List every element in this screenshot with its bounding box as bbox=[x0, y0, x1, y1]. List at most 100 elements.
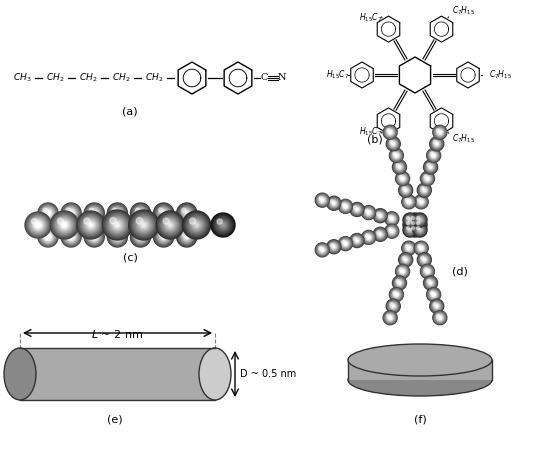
Circle shape bbox=[396, 164, 403, 171]
Circle shape bbox=[339, 237, 352, 251]
Circle shape bbox=[66, 232, 70, 236]
Circle shape bbox=[391, 150, 402, 161]
Circle shape bbox=[317, 195, 327, 206]
Circle shape bbox=[342, 240, 349, 247]
Circle shape bbox=[435, 127, 445, 137]
Circle shape bbox=[415, 215, 425, 225]
Text: $C_7H_{15}$: $C_7H_{15}$ bbox=[452, 5, 475, 17]
Circle shape bbox=[389, 140, 397, 148]
Circle shape bbox=[57, 218, 64, 224]
Circle shape bbox=[355, 207, 360, 212]
Circle shape bbox=[413, 219, 426, 232]
Circle shape bbox=[340, 200, 351, 212]
Circle shape bbox=[435, 305, 438, 308]
Circle shape bbox=[417, 253, 431, 267]
Circle shape bbox=[413, 223, 427, 237]
Circle shape bbox=[41, 230, 54, 244]
Circle shape bbox=[438, 317, 441, 319]
Circle shape bbox=[130, 227, 150, 247]
Circle shape bbox=[390, 303, 393, 306]
Circle shape bbox=[187, 216, 206, 234]
Circle shape bbox=[421, 172, 435, 186]
Text: (c): (c) bbox=[123, 253, 138, 263]
Circle shape bbox=[39, 204, 57, 222]
Circle shape bbox=[397, 266, 408, 277]
Circle shape bbox=[316, 244, 329, 256]
Circle shape bbox=[408, 219, 421, 232]
Circle shape bbox=[27, 214, 49, 236]
Circle shape bbox=[427, 149, 440, 162]
Circle shape bbox=[436, 128, 444, 136]
Circle shape bbox=[388, 131, 392, 134]
Circle shape bbox=[46, 234, 51, 239]
Circle shape bbox=[398, 281, 401, 285]
Circle shape bbox=[327, 240, 340, 253]
Circle shape bbox=[388, 130, 392, 134]
Circle shape bbox=[402, 256, 409, 263]
Circle shape bbox=[416, 221, 423, 228]
Circle shape bbox=[406, 221, 410, 225]
Bar bbox=[348, 360, 492, 380]
Circle shape bbox=[418, 198, 421, 201]
Circle shape bbox=[329, 198, 339, 208]
Circle shape bbox=[425, 268, 430, 274]
Circle shape bbox=[412, 222, 418, 228]
Circle shape bbox=[420, 246, 423, 250]
Circle shape bbox=[317, 245, 327, 255]
Circle shape bbox=[415, 220, 425, 230]
Circle shape bbox=[406, 221, 414, 229]
Circle shape bbox=[383, 311, 397, 325]
Circle shape bbox=[389, 302, 397, 310]
Circle shape bbox=[418, 228, 422, 232]
Circle shape bbox=[393, 143, 394, 145]
Circle shape bbox=[331, 201, 336, 206]
Circle shape bbox=[327, 196, 341, 210]
Circle shape bbox=[420, 255, 429, 265]
Circle shape bbox=[342, 203, 345, 206]
Circle shape bbox=[217, 219, 223, 224]
Circle shape bbox=[352, 236, 362, 245]
Circle shape bbox=[395, 163, 403, 171]
Circle shape bbox=[93, 212, 95, 214]
Circle shape bbox=[330, 243, 334, 246]
Circle shape bbox=[431, 301, 442, 312]
Circle shape bbox=[195, 224, 198, 226]
Circle shape bbox=[181, 208, 191, 218]
Circle shape bbox=[405, 215, 415, 225]
Circle shape bbox=[425, 162, 436, 173]
Circle shape bbox=[59, 219, 70, 231]
Circle shape bbox=[377, 212, 384, 219]
Circle shape bbox=[422, 258, 427, 262]
Circle shape bbox=[53, 213, 76, 237]
Circle shape bbox=[391, 142, 395, 146]
Circle shape bbox=[332, 245, 336, 248]
Circle shape bbox=[414, 229, 416, 231]
Circle shape bbox=[416, 226, 423, 233]
Circle shape bbox=[423, 259, 425, 260]
Circle shape bbox=[319, 246, 326, 253]
Circle shape bbox=[413, 223, 417, 227]
Circle shape bbox=[439, 317, 441, 319]
Circle shape bbox=[52, 212, 77, 238]
Circle shape bbox=[420, 201, 422, 203]
Circle shape bbox=[403, 188, 408, 193]
Circle shape bbox=[420, 200, 423, 204]
Circle shape bbox=[356, 240, 357, 241]
Circle shape bbox=[62, 223, 67, 227]
Circle shape bbox=[364, 233, 374, 242]
Circle shape bbox=[329, 242, 339, 252]
Circle shape bbox=[429, 290, 438, 299]
Text: $C_7H_{15}$: $C_7H_{15}$ bbox=[452, 133, 475, 146]
Circle shape bbox=[402, 256, 410, 264]
Text: (a): (a) bbox=[122, 107, 138, 117]
Circle shape bbox=[114, 221, 121, 229]
Circle shape bbox=[137, 233, 145, 241]
Circle shape bbox=[181, 232, 186, 236]
Circle shape bbox=[180, 230, 193, 244]
Circle shape bbox=[387, 129, 390, 132]
Circle shape bbox=[389, 317, 391, 319]
Circle shape bbox=[438, 131, 442, 134]
Circle shape bbox=[376, 230, 384, 239]
Circle shape bbox=[407, 222, 413, 228]
Circle shape bbox=[137, 234, 144, 240]
